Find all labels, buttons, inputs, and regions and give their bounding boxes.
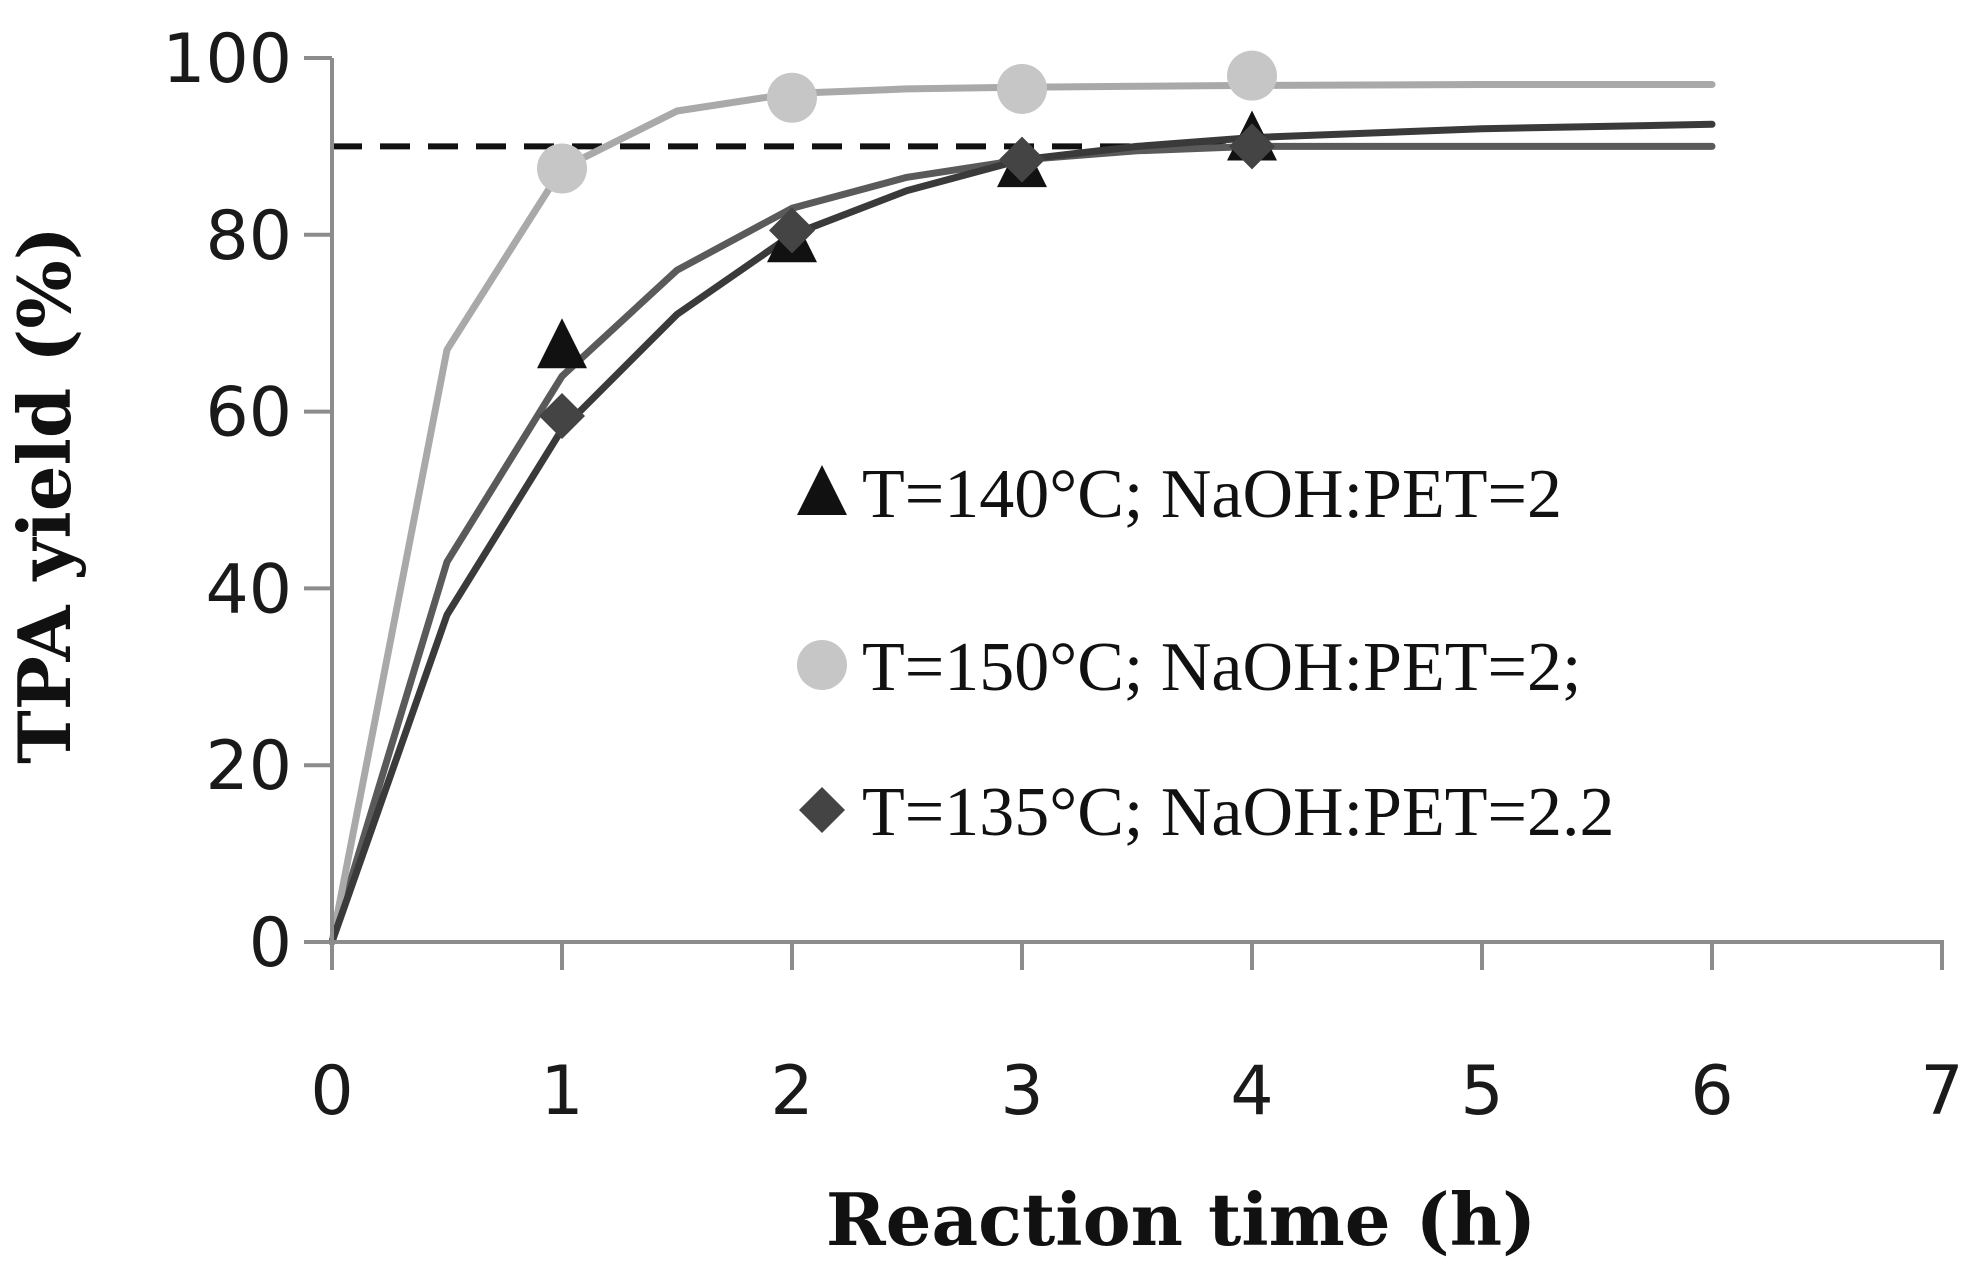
y-axis-title: TPA yield (%) bbox=[2, 226, 87, 764]
legend-label-2: T=150°C; NaOH:PET=2; bbox=[862, 629, 1581, 706]
x-tick-label: 7 bbox=[1920, 1052, 1963, 1131]
x-tick-label: 6 bbox=[1690, 1052, 1733, 1131]
x-tick-label: 1 bbox=[540, 1052, 583, 1131]
legend-label-1: T=140°C; NaOH:PET=2 bbox=[862, 456, 1562, 533]
data-point-series-1 bbox=[537, 318, 587, 369]
legend-marker-1 bbox=[797, 465, 847, 515]
x-axis-title: Reaction time (h) bbox=[826, 1177, 1536, 1262]
y-tick-label: 0 bbox=[249, 904, 292, 983]
x-tick-label: 2 bbox=[770, 1052, 813, 1131]
y-tick-label: 100 bbox=[162, 20, 292, 99]
data-point-series-2 bbox=[537, 143, 587, 194]
axes: 0 20 40 60 80 100 0 1 2 3 4 5 6 7 bbox=[162, 20, 1963, 1131]
x-tick-label: 3 bbox=[1000, 1052, 1043, 1131]
series-markers bbox=[537, 50, 1277, 440]
data-point-series-2 bbox=[767, 72, 817, 123]
legend-marker-3 bbox=[799, 787, 845, 833]
legend-marker-2 bbox=[797, 640, 847, 690]
series-curves bbox=[328, 81, 1716, 946]
y-tick-label: 20 bbox=[205, 727, 292, 806]
x-tick-label: 0 bbox=[310, 1052, 353, 1131]
series-line-2 bbox=[328, 81, 1716, 946]
y-tick-label: 60 bbox=[205, 374, 292, 453]
data-point-series-3 bbox=[1229, 123, 1275, 170]
legend-label-3: T=135°C; NaOH:PET=2.2 bbox=[862, 774, 1614, 851]
data-point-series-2 bbox=[997, 63, 1047, 114]
x-tick-label: 5 bbox=[1460, 1052, 1503, 1131]
data-point-series-3 bbox=[769, 207, 815, 254]
series-line-1 bbox=[328, 142, 1716, 946]
data-point-series-2 bbox=[1227, 50, 1277, 101]
data-point-series-3 bbox=[999, 136, 1045, 183]
x-tick-label: 4 bbox=[1230, 1052, 1273, 1131]
legend: T=140°C; NaOH:PET=2 T=150°C; NaOH:PET=2; T… bbox=[797, 456, 1614, 851]
series-line-3 bbox=[328, 120, 1716, 946]
y-tick-label: 80 bbox=[205, 197, 292, 276]
y-tick-label: 40 bbox=[205, 550, 292, 629]
data-point-series-3 bbox=[539, 393, 585, 440]
